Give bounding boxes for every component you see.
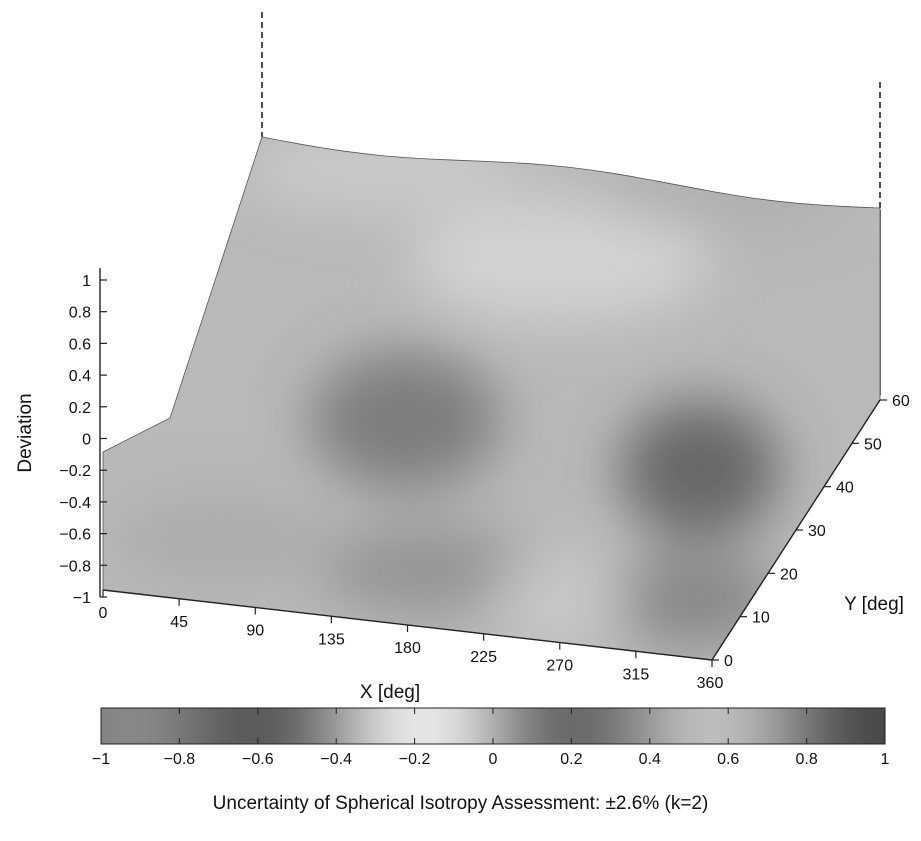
colorbar-tick-label: −0.6 [242, 751, 274, 768]
y-tick-label: 40 [836, 480, 854, 497]
z-tick-label: 0 [82, 432, 91, 449]
surface-shading [110, 137, 850, 650]
x-tick-label: 135 [318, 631, 345, 648]
z-axis-label: Deviation [15, 393, 36, 472]
y-tick-label: 30 [808, 523, 826, 540]
colorbar-tick-label: −0.8 [164, 751, 196, 768]
z-tick-label: 0.4 [69, 368, 91, 385]
y-axis: 0 10 20 30 40 50 60 Y [deg] [711, 393, 910, 670]
band-light-1 [410, 200, 710, 320]
surface-edge [102, 136, 881, 661]
z-tick-label: −0.8 [59, 558, 91, 575]
y-ticks: 0 10 20 30 40 50 60 [712, 393, 910, 670]
y-tick-label: 10 [752, 610, 770, 627]
z-tick-label: −0.4 [59, 495, 91, 512]
z-tick-label: 1 [82, 273, 91, 290]
x-tick-label: 315 [623, 666, 650, 683]
colorbar-tick-label: −0.2 [399, 751, 431, 768]
y-tick-label: 60 [892, 393, 910, 410]
z-tick-label: 0.2 [69, 400, 91, 417]
z-tick-label: −0.6 [59, 527, 91, 544]
z-ticks: −1 −0.8 −0.6 −0.4 −0.2 0 0.2 0.4 0.6 0.8 1 [59, 273, 107, 607]
colorbar-tick-label: 0.6 [717, 751, 739, 768]
z-tick-label: 0.6 [69, 336, 91, 353]
x-axis: 0 45 90 135 180 225 270 315 360 X [deg] [99, 589, 724, 703]
colorbar-tick-label: 1 [881, 751, 890, 768]
x-tick-label: 90 [246, 623, 264, 640]
band-dark-1 [320, 525, 540, 615]
y-tick-label: 0 [724, 653, 733, 670]
colorbar: −1 −0.8 −0.6 −0.4 −0.2 0 0.2 0.4 0.6 0.8 1 [92, 707, 890, 768]
y-tick-label: 20 [780, 566, 798, 583]
y-tick-label: 50 [864, 436, 882, 453]
z-axis: −1 −0.8 −0.6 −0.4 −0.2 0 0.2 0.4 0.6 0.8 1 Deviati… [15, 268, 107, 607]
band-mid-left [110, 495, 330, 585]
colorbar-tick-label: 0.2 [560, 751, 582, 768]
z-tick-label: 0.8 [69, 305, 91, 322]
x-tick-label: 0 [99, 605, 108, 622]
x-tick-label: 270 [546, 658, 573, 675]
colorbar-tick-label: 0.8 [795, 751, 817, 768]
x-tick-label: 180 [394, 640, 421, 657]
colorbar-caption: Uncertainty of Spherical Isotropy Assess… [212, 793, 709, 814]
z-tick-label: −1 [73, 590, 91, 607]
x-tick-label: 360 [697, 675, 724, 692]
x-tick-label: 45 [170, 614, 188, 631]
colorbar-tick-label: −1 [92, 751, 110, 768]
colorbar-ticks: −1 −0.8 −0.6 −0.4 −0.2 0 0.2 0.4 0.6 0.8 1 [92, 708, 890, 768]
colorbar-tick-label: 0 [489, 751, 498, 768]
x-tick-label: 225 [470, 649, 497, 666]
y-axis-label: Y [deg] [844, 594, 904, 615]
x-axis-label: X [deg] [360, 682, 420, 703]
depression-right [620, 400, 780, 540]
z-tick-label: −0.2 [59, 463, 91, 480]
colorbar-tick-label: −0.4 [320, 751, 352, 768]
band-dark-2 [600, 555, 780, 645]
band-light-front [490, 550, 630, 650]
colorbar-tick-label: 0.4 [639, 751, 661, 768]
depression-center [310, 350, 500, 490]
x-ticks: 0 45 90 135 180 225 270 315 360 [99, 590, 724, 692]
